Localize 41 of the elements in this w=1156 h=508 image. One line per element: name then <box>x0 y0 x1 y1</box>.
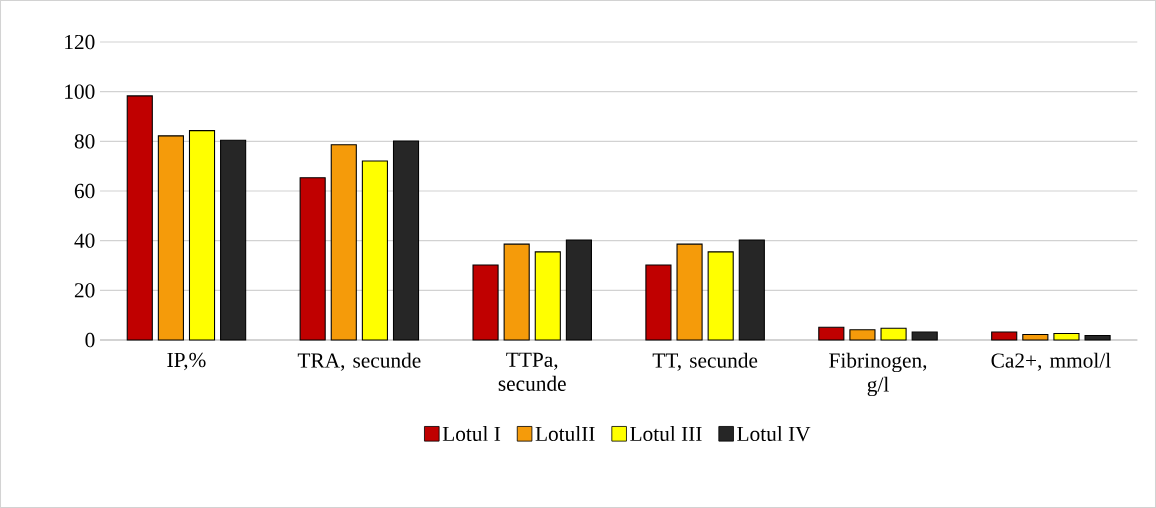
bar <box>220 139 247 341</box>
bar <box>1084 334 1111 341</box>
bar <box>392 140 420 341</box>
x-tick-label: Ca2+, mmol/l <box>991 352 1111 371</box>
y-tick-label: 80 <box>74 134 95 149</box>
x-tick-label: IP,% <box>167 352 206 371</box>
bar <box>645 264 672 341</box>
x-tick-label: TTPa, secunde <box>498 352 566 391</box>
y-tick-label: 100 <box>65 84 95 99</box>
bar <box>126 95 153 341</box>
x-tick-label: Fibrinogen, g/l <box>829 352 927 397</box>
bar <box>157 135 184 341</box>
y-tick-label: 120 <box>65 34 95 50</box>
bar <box>503 243 530 341</box>
bar <box>880 327 907 341</box>
legend-label: Lotul I <box>442 426 501 442</box>
legend-label: LotulII <box>535 426 595 442</box>
bar <box>188 130 216 341</box>
bar <box>738 239 765 341</box>
x-tick-label: TT, secunde <box>652 352 758 371</box>
bar <box>361 160 388 341</box>
legend-label: Lotul IV <box>737 426 811 442</box>
y-tick-label: 40 <box>74 233 95 248</box>
y-tick-label: 0 <box>85 332 95 348</box>
bar <box>1053 333 1080 341</box>
bar <box>849 329 876 341</box>
bar <box>991 331 1018 341</box>
bar <box>1022 334 1049 341</box>
y-tick-label: 20 <box>74 283 95 298</box>
bar <box>818 326 845 341</box>
bar <box>330 144 357 341</box>
bar <box>565 239 592 341</box>
bar <box>911 331 938 341</box>
legend-label: Lotul III <box>630 426 702 442</box>
bar <box>534 251 561 341</box>
x-tick-label: TRA, secunde <box>297 352 421 371</box>
bar <box>472 264 499 341</box>
bar <box>707 251 734 341</box>
y-tick-label: 60 <box>74 183 95 199</box>
bar <box>676 243 703 341</box>
bar <box>299 177 326 341</box>
